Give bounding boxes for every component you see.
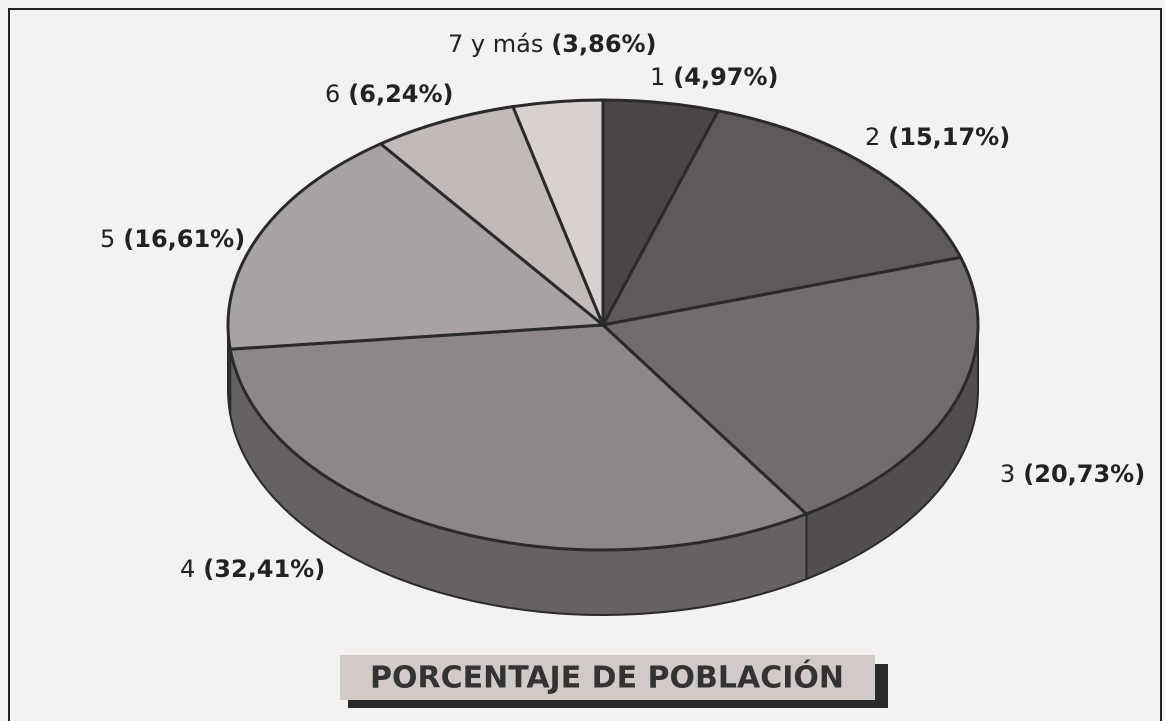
slice-label: 7 y más (3,86%) (448, 30, 657, 58)
category-label: 4 (180, 555, 195, 583)
chart-title: PORCENTAJE DE POBLACIÓN (370, 659, 844, 696)
slice-label: 1 (4,97%) (650, 63, 778, 91)
slice (377, 104, 605, 327)
slice-label: 3 (20,73%) (1000, 460, 1145, 488)
category-label: 2 (865, 123, 880, 151)
value-label: (6,24%) (348, 80, 453, 108)
slice-label: 6 (6,24%) (325, 80, 453, 108)
slice-label: 4 (32,41%) (180, 555, 325, 583)
value-label: (4,97%) (673, 63, 778, 91)
category-label: 5 (100, 225, 115, 253)
value-label: (16,61%) (123, 225, 245, 253)
value-label: (32,41%) (203, 555, 325, 583)
category-label: 1 (650, 63, 665, 91)
pie: 1 (4,97%) 2 (15,17%) 3 (20,73%) 4 (32,41%) 5 (16,… (100, 30, 1145, 616)
slice-label: 2 (15,17%) (865, 123, 1010, 151)
value-label: (20,73%) (1023, 460, 1145, 488)
value-label: (15,17%) (888, 123, 1010, 151)
slice (228, 323, 810, 552)
category-label: 3 (1000, 460, 1015, 488)
frame (8, 8, 1162, 721)
slice (510, 98, 605, 326)
title-box (340, 655, 875, 700)
value-label: (3,86%) (551, 30, 656, 58)
slice-label: 5 (16,61%) (100, 225, 245, 253)
slice (600, 109, 963, 328)
category-label: 7 y más (448, 30, 543, 58)
slice (599, 255, 980, 516)
category-label: 6 (325, 80, 340, 108)
slice (226, 142, 607, 351)
